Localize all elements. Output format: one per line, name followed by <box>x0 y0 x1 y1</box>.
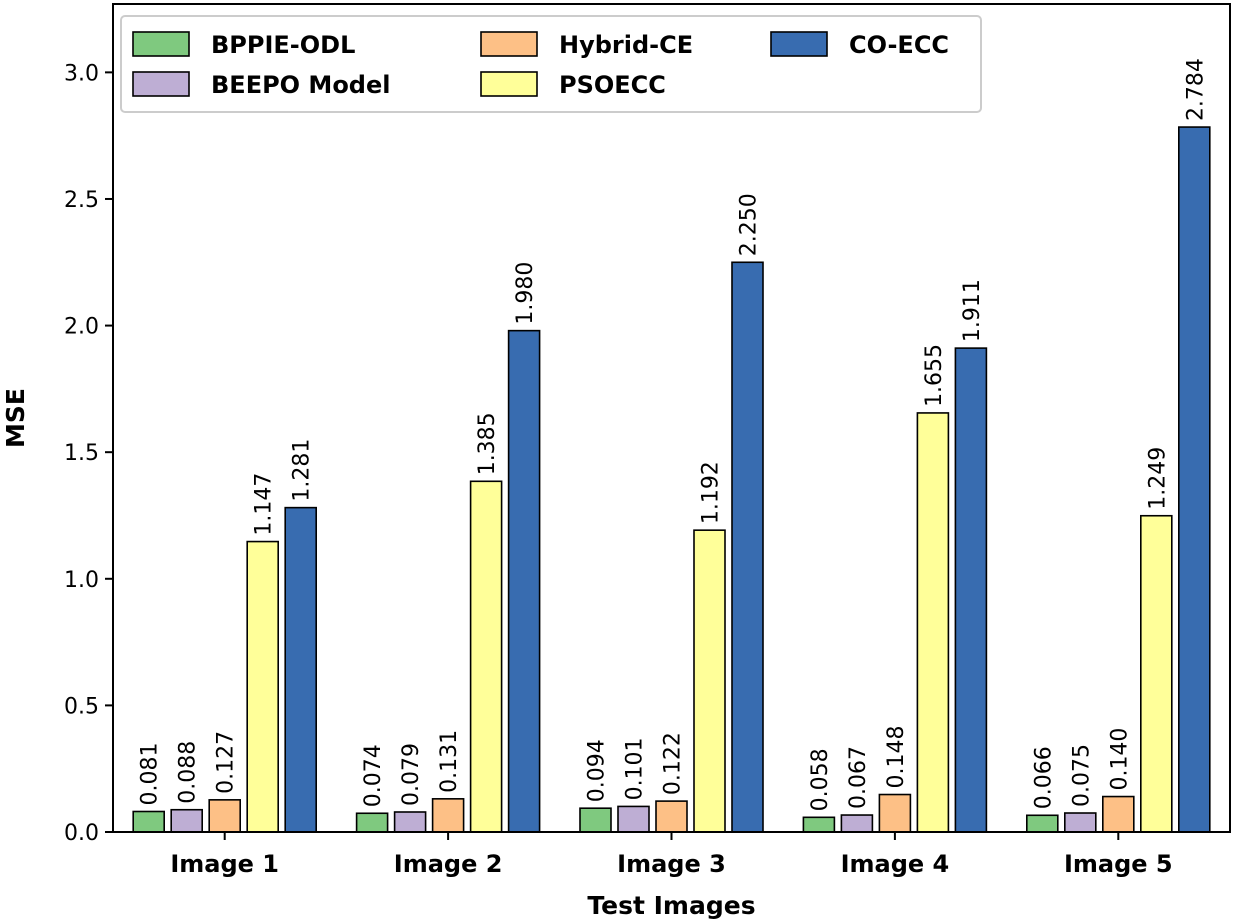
value-label: 0.148 <box>884 726 909 789</box>
x-tick-label: Image 2 <box>394 850 503 878</box>
y-tick-label: 0.5 <box>64 694 99 719</box>
x-axis-title: Test Images <box>587 891 755 920</box>
bar-bppie-odl <box>579 807 612 833</box>
bar-psoecc <box>693 529 726 833</box>
value-label: 0.101 <box>623 737 648 800</box>
bar-co-ecc <box>507 329 541 833</box>
x-axis: Image 1 Image 2 Image 3 Image 4 Image 5 <box>170 832 1173 878</box>
value-label: 0.067 <box>846 746 871 809</box>
y-tick-label: 3.0 <box>64 61 99 86</box>
bar-beepo-model <box>840 814 874 833</box>
value-label: 0.122 <box>661 732 686 795</box>
value-label: 0.140 <box>1107 728 1132 791</box>
value-label: 0.079 <box>399 743 424 806</box>
y-axis: 0.0 0.5 1.0 1.5 2.0 2.5 3.0 <box>64 61 113 846</box>
value-label: 2.250 <box>737 193 762 256</box>
plot-frame <box>112 3 1231 833</box>
y-tick-label: 1.0 <box>64 568 99 593</box>
legend-label: Hybrid-CE <box>559 31 693 59</box>
bar-bppie-odl <box>802 816 836 833</box>
bar-hybrid-ce <box>208 799 241 833</box>
value-label: 1.192 <box>699 461 724 524</box>
bar-beepo-model <box>393 811 427 833</box>
value-label: 0.094 <box>585 739 610 802</box>
legend-label: BEEPO Model <box>211 71 390 99</box>
legend-swatch <box>480 31 538 57</box>
bar-bppie-odl <box>355 812 389 833</box>
value-label: 1.385 <box>475 412 500 475</box>
bar-co-ecc <box>1178 126 1211 833</box>
bar-hybrid-ce <box>431 798 465 833</box>
legend-box <box>120 15 982 113</box>
legend: BPPIE-ODL BEEPO Model Hybrid-CE PSOECC CO-EC… <box>120 15 982 113</box>
value-labels-layer: 0.081 0.074 0.094 0.058 0.066 0.088 0.079 0.101… <box>138 58 1209 811</box>
bar-beepo-model <box>1064 812 1097 833</box>
value-label: 1.911 <box>960 279 985 342</box>
y-tick-label: 0.0 <box>64 821 99 846</box>
legend-swatch <box>132 31 190 57</box>
legend-label: BPPIE-ODL <box>211 31 355 59</box>
bar-hybrid-ce <box>1102 795 1135 833</box>
value-label: 0.081 <box>138 743 163 806</box>
x-tick-label: Image 1 <box>170 850 279 878</box>
bar-psoecc <box>1140 514 1173 833</box>
y-tick-label: 1.5 <box>64 441 99 466</box>
y-axis-title: MSE <box>1 388 30 448</box>
bar-co-ecc <box>284 506 318 833</box>
value-label: 0.075 <box>1069 744 1094 807</box>
legend-swatch <box>132 71 190 97</box>
value-label: 1.147 <box>252 473 277 536</box>
legend-swatch <box>770 31 828 57</box>
y-tick-label: 2.5 <box>64 188 99 213</box>
bar-psoecc <box>916 412 950 833</box>
value-label: 0.074 <box>361 744 386 807</box>
legend-swatch <box>480 71 538 97</box>
bar-bppie-odl <box>132 810 165 833</box>
value-label: 1.249 <box>1145 447 1170 510</box>
bar-co-ecc <box>731 261 764 833</box>
x-tick-label: Image 5 <box>1064 850 1173 878</box>
value-label: 1.655 <box>922 344 947 407</box>
y-tick-label: 2.0 <box>64 315 99 340</box>
legend-label: PSOECC <box>559 71 666 99</box>
value-label: 0.131 <box>437 730 462 793</box>
bar-bppie-odl <box>1026 814 1059 833</box>
bar-hybrid-ce <box>655 800 688 833</box>
bar-beepo-model <box>170 808 203 833</box>
bar-psoecc <box>246 540 279 833</box>
bar-beepo-model <box>617 805 650 833</box>
bar-hybrid-ce <box>878 793 912 833</box>
bar-co-ecc <box>954 347 988 833</box>
value-label: 0.058 <box>808 748 833 811</box>
legend-label: CO-ECC <box>849 31 949 59</box>
value-label: 1.980 <box>513 262 538 325</box>
value-label: 1.281 <box>290 439 315 502</box>
value-label: 2.784 <box>1183 58 1208 121</box>
value-label: 0.066 <box>1031 746 1056 809</box>
value-label: 0.127 <box>214 731 239 794</box>
bar-psoecc <box>469 480 503 833</box>
x-tick-label: Image 3 <box>617 850 726 878</box>
value-label: 0.088 <box>176 741 201 804</box>
x-tick-label: Image 4 <box>841 850 950 878</box>
